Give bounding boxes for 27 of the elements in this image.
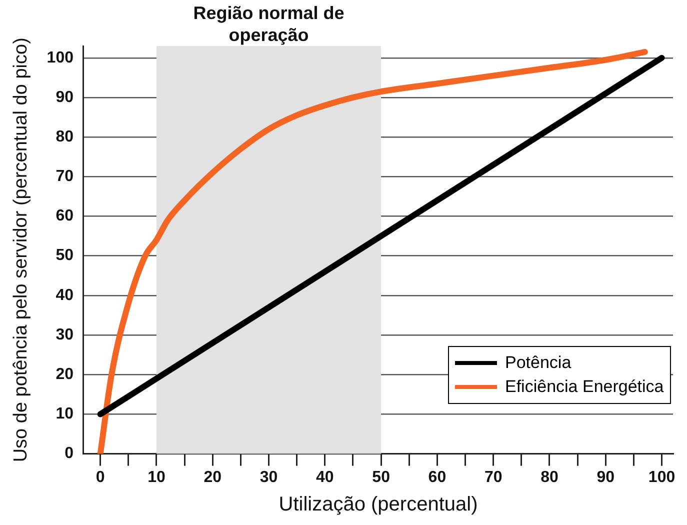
x-tick-label: 50 [372,468,390,486]
y-tick-label: 50 [56,247,74,264]
x-axis-title: Utilização (percentual) [278,494,478,516]
y-axis-title: Uso de potência pelo servidor (percentual do pico) [10,38,32,462]
legend-label: Potência [505,352,572,374]
y-tick-label: 60 [56,208,74,225]
y-tick-label: 100 [46,49,74,66]
y-tick-label: 0 [64,445,74,462]
legend-label: Eficiência Energética [505,376,664,398]
x-tick-label: 40 [316,468,334,486]
y-tick-label: 40 [56,286,74,304]
x-tick-label: 70 [484,468,502,486]
y-tick-label: 30 [56,326,74,344]
x-tick-label: 20 [204,468,222,486]
y-tick-label: 10 [56,406,74,423]
x-tick-label: 100 [648,468,676,486]
band-label: Região normal de operação [193,2,344,45]
y-tick-label: 20 [56,366,74,384]
x-tick-label: 60 [428,468,446,486]
y-tick-label: 90 [56,88,74,106]
y-tick-label: 80 [56,128,74,146]
x-tick-label: 30 [260,468,278,486]
y-tick-label: 70 [56,168,74,186]
x-tick-label: 0 [96,468,105,486]
x-tick-label: 10 [148,468,166,486]
x-tick-label: 90 [596,468,615,486]
x-tick-label: 80 [540,468,558,486]
